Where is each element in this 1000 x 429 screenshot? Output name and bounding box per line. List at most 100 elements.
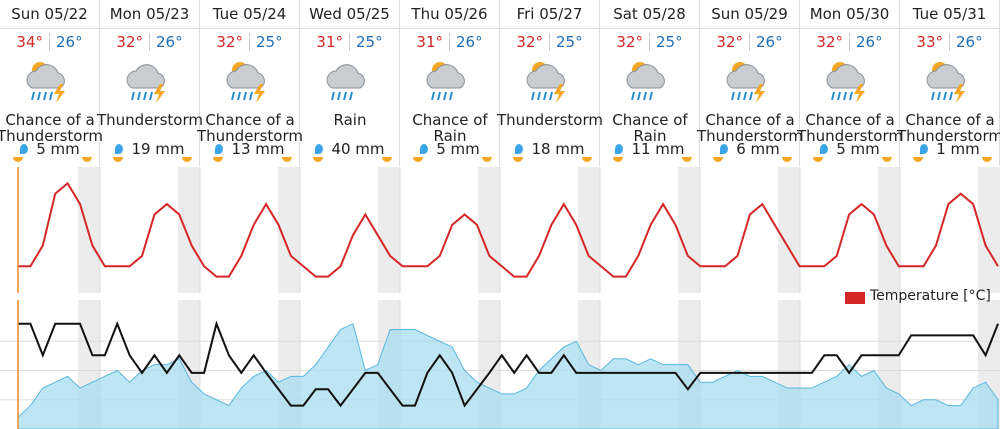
sun-mark [682,157,692,162]
high-temp: 33° [916,33,943,51]
sun-mark [582,157,592,162]
precip-amount: 5 mm [36,140,80,158]
day-column: Sun 05/22 34° 26° Chance of a Thunderstorm 5… [0,0,103,166]
sun-mark [413,157,423,162]
rain [731,91,735,101]
rain [343,91,347,101]
high-temp: 31° [316,33,343,51]
precip-amount: 40 mm [331,140,385,158]
rain [537,91,541,101]
low-temp: 26° [856,33,883,51]
legend-swatch [845,292,865,304]
cloud [526,64,565,89]
rain [149,91,153,101]
weather-icon [926,62,965,103]
condition: Thunderstorm [97,111,203,129]
drop [20,144,29,154]
night-band [378,167,400,293]
rain [449,91,453,101]
rain [543,91,547,101]
weather-icon [626,62,665,101]
sun-mark [882,157,892,162]
day-label: Wed 05/25 [300,0,399,29]
precip-amount: 6 mm [736,140,780,158]
night-band [178,167,200,293]
high-temp: 31° [416,33,443,51]
rain [49,91,53,101]
precip: 5 mm [400,140,500,158]
sun-mark [813,157,823,162]
condition: Thunderstorm [497,111,603,129]
temps: 32° 26° [700,33,799,51]
rain [737,91,741,101]
rain [349,91,353,101]
day-label: Mon 05/30 [800,0,899,29]
drop [615,144,624,154]
divider [349,33,350,51]
drop [820,144,829,154]
high-temp: 32° [216,33,243,51]
precip-amount: 18 mm [531,140,585,158]
night-band [878,167,900,293]
bolt [154,84,165,103]
condition: Chance of Rain [612,111,688,145]
sun-mark [513,157,523,162]
rain [143,91,147,101]
temps: 32° 26° [100,33,199,51]
sun-mark [613,157,623,162]
day-column: Thu 05/26 31° 26° Chance of Rain 5 mm [400,0,500,166]
precip: 13 mm [200,140,300,158]
low-temp: 26° [456,33,483,51]
precip: 1 mm [900,140,1000,158]
day-label: Sat 05/28 [600,0,699,29]
sun-mark [13,157,23,162]
high-temp: 32° [816,33,843,51]
rain [549,91,553,101]
sun-mark [182,157,192,162]
rain [849,91,853,101]
weather-icon [26,62,65,103]
bolt [854,84,865,103]
sun-mark [913,157,923,162]
precip-amount: 19 mm [131,140,185,158]
temps: 33° 26° [900,33,999,51]
weather-icon [226,62,265,103]
rain [31,91,35,101]
rain [949,91,953,101]
low-temp: 26° [56,33,83,51]
precip-amount: 1 mm [936,140,980,158]
bolt [254,84,265,103]
drop [315,144,324,154]
precip: 5 mm [0,140,100,158]
rain [131,91,135,101]
bolt [54,84,65,103]
precip: 11 mm [600,140,700,158]
rain [137,91,141,101]
day-column: Tue 05/31 33° 26° Chance of a Thunderstorm 1… [897,0,1000,166]
rain [943,91,947,101]
precip: 5 mm [800,140,900,158]
divider [449,33,450,51]
rain [749,91,753,101]
rain [843,91,847,101]
divider [549,33,550,51]
condition: Chance of a Thunderstorm [0,111,103,145]
sun-mark [482,157,492,162]
line [18,181,999,278]
sun-mark [113,157,123,162]
line [18,320,999,408]
legend-label: Temperature [°C] [869,288,991,304]
rain [443,91,447,101]
rain [337,91,341,101]
cloud [26,64,65,89]
temps: 31° 25° [300,33,399,51]
bolt [554,84,565,103]
low-temp: 25° [356,33,383,51]
condition: Chance of a Thunderstorm [697,111,803,145]
sun-mark [282,157,292,162]
precip: 40 mm [300,140,400,158]
divider [49,33,50,51]
day-column: Sat 05/28 32° 25° Chance of Rain 11 mm [600,0,700,166]
cloud [226,64,265,89]
